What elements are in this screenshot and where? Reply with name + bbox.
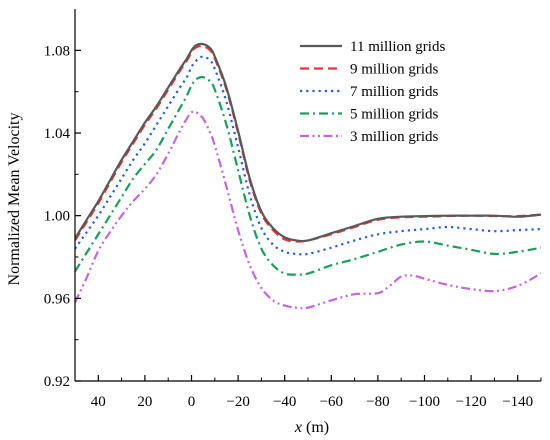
- x-tick-label: 40: [91, 394, 106, 410]
- x-tick-label: −40: [273, 394, 296, 410]
- x-tick-label: −20: [226, 394, 249, 410]
- series-line-5: [75, 110, 541, 310]
- x-tick-label: 20: [137, 394, 152, 410]
- legend-label-4: 5 million grids: [350, 107, 439, 123]
- legend-label-2: 9 million grids: [350, 62, 439, 78]
- legend-label-1: 11 million grids: [350, 39, 445, 55]
- y-tick-label: 1.00: [44, 209, 70, 225]
- x-axis-variable: x: [294, 419, 302, 436]
- x-tick-label: −140: [502, 394, 533, 410]
- x-tick-label: −80: [366, 394, 389, 410]
- x-axis-unit: (m): [302, 419, 329, 436]
- x-tick-label: −120: [456, 394, 487, 410]
- y-axis-title: Normalized Mean Velocity: [6, 113, 23, 286]
- series-layer: [75, 42, 541, 310]
- x-axis-title: x (m): [294, 419, 329, 436]
- series-line-1: [75, 42, 541, 243]
- series-line-3: [75, 55, 541, 256]
- legend: 11 million grids 9 million grids 7 million…: [300, 39, 445, 145]
- y-tick-label: 0.92: [44, 374, 70, 390]
- y-tick-label: 0.96: [44, 291, 71, 307]
- y-tick-label: 1.08: [44, 43, 70, 59]
- x-tick-label: −100: [409, 394, 440, 410]
- x-tick-label: −60: [320, 394, 343, 410]
- x-tick-label: 0: [188, 394, 196, 410]
- legend-label-3: 7 million grids: [350, 84, 439, 100]
- axes-layer: 0.92 0.96 1.00 1.04 1.08 40 20 0 −20 −40 −60 −80 −10…: [44, 9, 542, 410]
- legend-label-5: 3 million grids: [350, 129, 439, 145]
- y-tick-label: 1.04: [44, 126, 71, 142]
- series-line-4: [75, 76, 541, 276]
